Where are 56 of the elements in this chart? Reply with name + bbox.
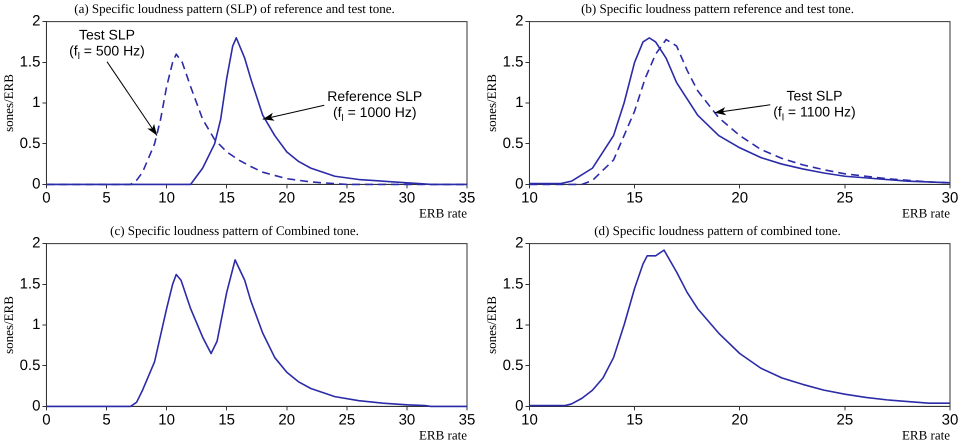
x-tick-label: 20	[278, 190, 296, 207]
y-axis-title: sones/ERB	[1, 296, 16, 354]
x-tick-label: 25	[338, 190, 356, 207]
x-tick-label: 30	[942, 190, 958, 207]
x-tick-label: 30	[398, 190, 416, 207]
y-tick-label: 1	[515, 94, 524, 112]
x-tick-label: 30	[942, 412, 958, 429]
x-axis-title: ERB rate	[418, 206, 468, 221]
y-tick-label: 2	[515, 234, 524, 252]
y-tick-label: 0	[32, 398, 40, 415]
y-tick-label: 2	[32, 12, 40, 30]
x-tick-label: 35	[458, 190, 476, 207]
y-tick-label: 1.5	[502, 53, 524, 70]
x-tick-label: 15	[218, 190, 236, 207]
chart-title: (a) Specific loudness pattern (SLP) of reference and test tone.	[74, 1, 395, 16]
y-tick-label: 1.5	[20, 275, 40, 292]
x-tick-label: 15	[626, 412, 643, 429]
x-tick-label: 10	[521, 412, 538, 429]
y-tick-label: 0.5	[20, 134, 40, 152]
y-axis-title: sones/ERB	[484, 296, 500, 354]
y-tick-label: 0	[32, 176, 40, 193]
y-tick-label: 1	[515, 316, 524, 334]
x-tick-label: 30	[398, 412, 416, 429]
x-tick-label: 20	[731, 412, 748, 429]
x-tick-label: 5	[102, 190, 111, 207]
x-tick-label: 10	[158, 190, 175, 207]
x-tick-label: 25	[836, 412, 854, 429]
x-tick-label: 35	[458, 412, 476, 429]
y-tick-label: 1.5	[502, 275, 524, 292]
x-tick-label: 25	[836, 190, 854, 207]
y-tick-label: 0	[515, 398, 524, 415]
y-axis-title: sones/ERB	[1, 74, 16, 132]
y-tick-label: 0	[515, 176, 524, 193]
x-axis-title: ERB rate	[902, 428, 950, 443]
chart-title: (b) Specific loudness pattern reference and test tone.	[581, 1, 854, 16]
chart-title: (c) Specific loudness pattern of Combined tone.	[110, 223, 359, 238]
y-tick-label: 1.5	[20, 53, 40, 70]
y-tick-label: 1	[32, 316, 40, 334]
x-tick-label: 5	[102, 412, 111, 429]
x-tick-label: 15	[218, 412, 236, 429]
y-tick-label: 1	[32, 94, 40, 112]
x-tick-label: 10	[521, 190, 538, 207]
x-tick-label: 15	[626, 190, 643, 207]
x-tick-label: 10	[158, 412, 175, 429]
y-tick-label: 2	[515, 12, 524, 30]
y-axis-title: sones/ERB	[484, 74, 500, 132]
y-tick-label: 2	[32, 234, 40, 252]
x-axis-title: ERB rate	[418, 428, 468, 443]
y-tick-label: 0.5	[502, 356, 524, 374]
y-tick-label: 0.5	[502, 134, 524, 152]
x-tick-label: 25	[338, 412, 356, 429]
chart-title: (d) Specific loudness pattern of combined tone.	[594, 223, 841, 238]
x-tick-label: 20	[731, 190, 748, 207]
x-axis-title: ERB rate	[902, 206, 950, 221]
y-tick-label: 0.5	[20, 356, 40, 374]
x-tick-label: 20	[278, 412, 296, 429]
